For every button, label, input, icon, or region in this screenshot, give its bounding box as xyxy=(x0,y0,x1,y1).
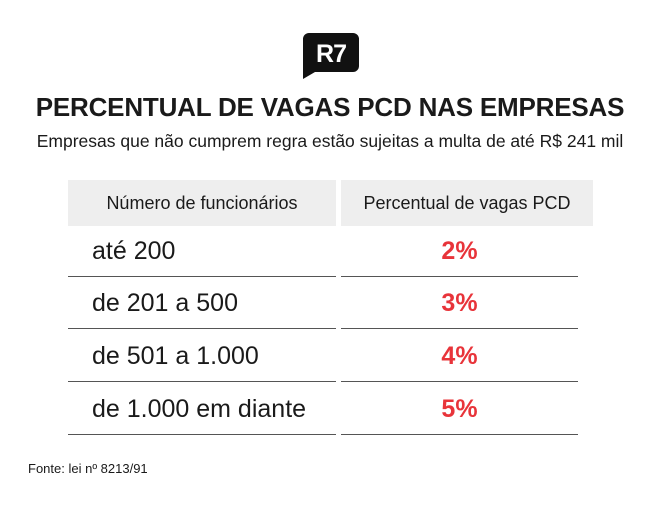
percent-cell: 5% xyxy=(341,384,578,435)
employees-cell: até 200 xyxy=(68,226,336,277)
employees-cell: de 1.000 em diante xyxy=(68,384,336,435)
source-note: Fonte: lei nº 8213/91 xyxy=(28,461,148,476)
r7-logo-text: R7 xyxy=(316,40,346,68)
percent-cell: 3% xyxy=(341,278,578,329)
r7-logo: R7 xyxy=(303,33,359,79)
column-header-percent: Percentual de vagas PCD xyxy=(341,180,593,226)
percent-cell: 2% xyxy=(341,226,578,277)
column-header-employees: Número de funcionários xyxy=(68,180,336,226)
employees-cell: de 201 a 500 xyxy=(68,278,336,329)
percent-cell: 4% xyxy=(341,331,578,382)
page-subtitle: Empresas que não cumprem regra estão suj… xyxy=(36,131,624,151)
r7-logo-icon: R7 xyxy=(303,33,359,79)
page-title: PERCENTUAL DE VAGAS PCD NAS EMPRESAS xyxy=(35,92,625,122)
employees-cell: de 501 a 1.000 xyxy=(68,331,336,382)
